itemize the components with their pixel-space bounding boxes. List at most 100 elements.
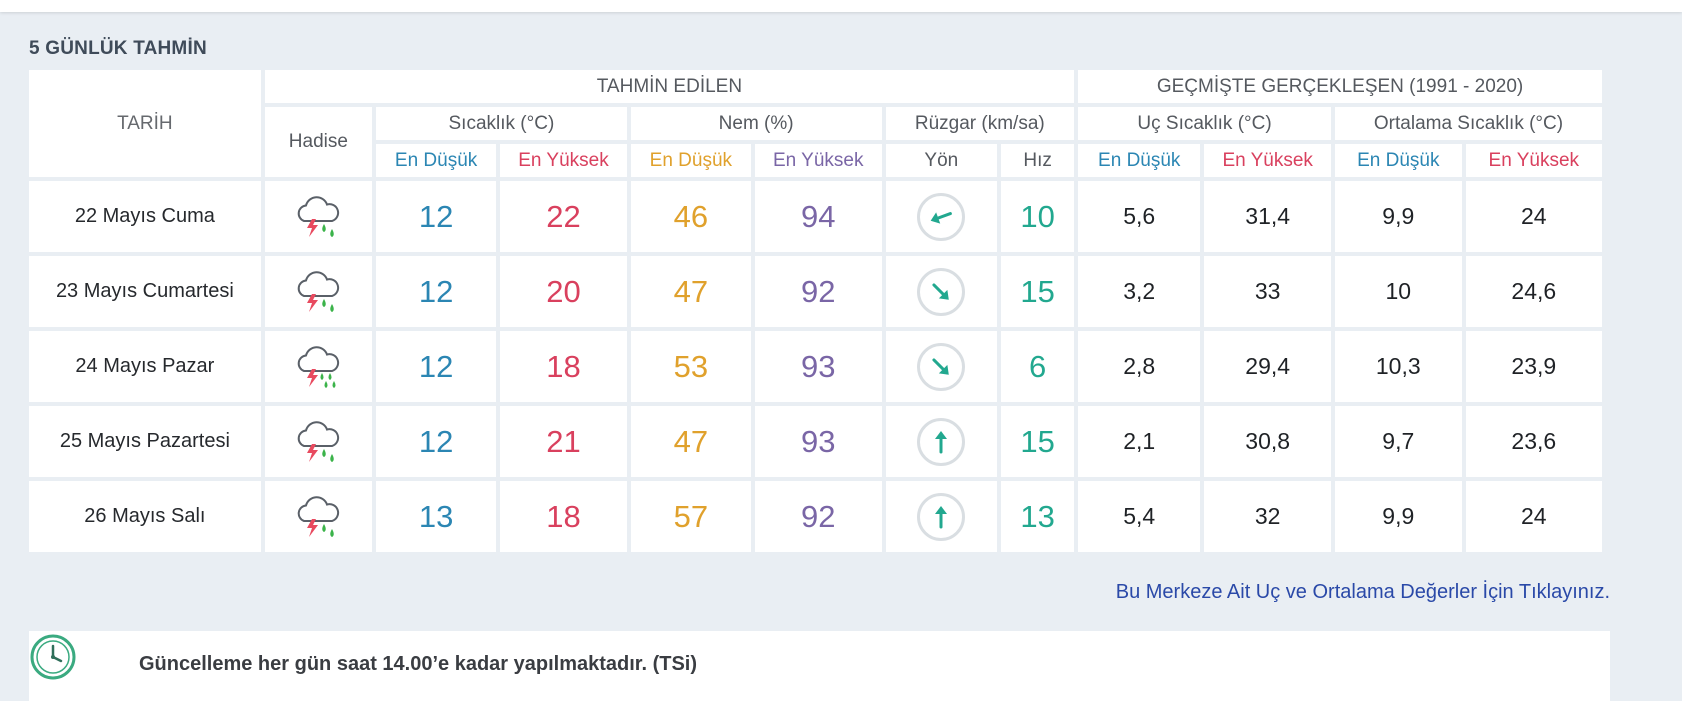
row-uc-min: 3,2 — [1078, 256, 1201, 327]
header-uc-min: En Düşük — [1078, 144, 1201, 177]
row-date: 24 Mayıs Pazar — [29, 331, 261, 402]
row-uc-min: 2,8 — [1078, 331, 1201, 402]
row-temp-max: 20 — [500, 256, 627, 327]
row-date: 26 Mayıs Salı — [29, 481, 261, 552]
row-ort-max: 23,9 — [1465, 331, 1602, 402]
header-nem: Nem (%) — [630, 107, 882, 140]
row-hum-min: 53 — [630, 331, 751, 402]
row-ort-max: 24 — [1465, 181, 1602, 252]
forecast-table: TARİH TAHMİN EDİLEN GEÇMİŞTE GERÇEKLEŞEN… — [25, 66, 1606, 556]
row-hum-min: 47 — [630, 256, 751, 327]
row-hum-max: 93 — [754, 406, 882, 477]
row-wind-speed: 13 — [1001, 481, 1075, 552]
wind-direction-icon — [917, 267, 966, 316]
row-wind-dir — [885, 481, 998, 552]
update-note: Güncelleme her gün saat 14.00’e kadar ya… — [29, 631, 1610, 701]
header-uc-sicaklik: Uç Sıcaklık (°C) — [1078, 107, 1331, 140]
thunder-rain-icon — [298, 195, 340, 237]
row-wind-speed: 6 — [1001, 331, 1075, 402]
row-uc-max: 30,8 — [1204, 406, 1331, 477]
row-ort-max: 24,6 — [1465, 256, 1602, 327]
top-bar — [0, 0, 1682, 12]
wind-direction-icon — [917, 492, 966, 541]
row-wind-dir — [885, 406, 998, 477]
header-sicaklik: Sıcaklık (°C) — [376, 107, 627, 140]
table-row: 26 Mayıs Salı 13 18 57 92 13 5,4 32 9,9 24 — [29, 481, 1602, 552]
thunder-rain-icon — [298, 270, 340, 312]
header-hum-max: En Yüksek — [754, 144, 882, 177]
row-hum-min: 47 — [630, 406, 751, 477]
row-ort-min: 10,3 — [1334, 331, 1462, 402]
thunder-heavy-rain-icon — [298, 345, 340, 388]
row-hadise — [264, 481, 373, 552]
header-hum-min: En Düşük — [630, 144, 751, 177]
clock-icon — [30, 634, 76, 680]
row-hum-max: 92 — [754, 481, 882, 552]
row-wind-dir — [885, 331, 998, 402]
row-temp-max: 18 — [500, 481, 627, 552]
header-wind-dir: Yön — [885, 144, 998, 177]
header-ort-max: En Yüksek — [1465, 144, 1602, 177]
row-temp-min: 13 — [376, 481, 497, 552]
thunder-rain-icon — [298, 495, 340, 537]
row-hadise — [264, 331, 373, 402]
row-hum-min: 57 — [630, 481, 751, 552]
row-ort-min: 9,9 — [1334, 481, 1462, 552]
row-uc-min: 5,4 — [1078, 481, 1201, 552]
thunder-rain-icon — [298, 420, 340, 462]
row-uc-max: 29,4 — [1204, 331, 1331, 402]
row-date: 22 Mayıs Cuma — [29, 181, 261, 252]
row-temp-min: 12 — [376, 406, 497, 477]
header-temp-max: En Yüksek — [500, 144, 627, 177]
row-temp-min: 12 — [376, 256, 497, 327]
row-temp-max: 21 — [500, 406, 627, 477]
header-ruzgar: Rüzgar (km/sa) — [885, 107, 1075, 140]
wind-direction-icon — [917, 417, 966, 466]
row-hadise — [264, 181, 373, 252]
row-date: 23 Mayıs Cumartesi — [29, 256, 261, 327]
header-ort-min: En Düşük — [1334, 144, 1462, 177]
header-ortalama-sicaklik: Ortalama Sıcaklık (°C) — [1334, 107, 1602, 140]
row-hum-min: 46 — [630, 181, 751, 252]
row-uc-max: 32 — [1204, 481, 1331, 552]
row-temp-max: 18 — [500, 331, 627, 402]
table-row: 25 Mayıs Pazartesi 12 21 47 93 15 2,1 30,8 9,7 23… — [29, 406, 1602, 477]
table-row: 24 Mayıs Pazar 12 18 53 93 6 2,8 29,4 10,3 23,9 — [29, 331, 1602, 402]
row-wind-dir — [885, 181, 998, 252]
header-uc-max: En Yüksek — [1204, 144, 1331, 177]
row-wind-speed: 10 — [1001, 181, 1075, 252]
table-row: 22 Mayıs Cuma 12 22 46 94 10 5,6 31,4 9,9 24 — [29, 181, 1602, 252]
wind-direction-icon — [917, 342, 966, 391]
header-tahmin-edilen: TAHMİN EDİLEN — [264, 70, 1075, 103]
row-ort-min: 10 — [1334, 256, 1462, 327]
row-uc-min: 5,6 — [1078, 181, 1201, 252]
row-hum-max: 93 — [754, 331, 882, 402]
header-gecmiste-gerceklesen: GEÇMİŞTE GERÇEKLEŞEN (1991 - 2020) — [1078, 70, 1602, 103]
table-row: 23 Mayıs Cumartesi 12 20 47 92 15 3,2 33 10 24,6 — [29, 256, 1602, 327]
row-wind-dir — [885, 256, 998, 327]
section-title: 5 GÜNLÜK TAHMİN — [29, 38, 207, 59]
header-temp-min: En Düşük — [376, 144, 497, 177]
row-temp-min: 12 — [376, 331, 497, 402]
row-ort-min: 9,7 — [1334, 406, 1462, 477]
header-wind-speed: Hız — [1001, 144, 1075, 177]
row-uc-max: 31,4 — [1204, 181, 1331, 252]
row-hum-max: 94 — [754, 181, 882, 252]
row-temp-min: 12 — [376, 181, 497, 252]
row-hadise — [264, 406, 373, 477]
header-hadise: Hadise — [264, 107, 373, 177]
row-wind-speed: 15 — [1001, 406, 1075, 477]
row-uc-min: 2,1 — [1078, 406, 1201, 477]
row-hadise — [264, 256, 373, 327]
header-tarih: TARİH — [29, 70, 261, 177]
update-note-text: Güncelleme her gün saat 14.00’e kadar ya… — [139, 653, 698, 675]
extremes-averages-link[interactable]: Bu Merkeze Ait Uç ve Ortalama Değerler İ… — [1115, 581, 1610, 603]
wind-direction-icon — [917, 192, 966, 241]
row-hum-max: 92 — [754, 256, 882, 327]
row-ort-max: 23,6 — [1465, 406, 1602, 477]
row-ort-max: 24 — [1465, 481, 1602, 552]
row-uc-max: 33 — [1204, 256, 1331, 327]
row-date: 25 Mayıs Pazartesi — [29, 406, 261, 477]
row-ort-min: 9,9 — [1334, 181, 1462, 252]
row-temp-max: 22 — [500, 181, 627, 252]
